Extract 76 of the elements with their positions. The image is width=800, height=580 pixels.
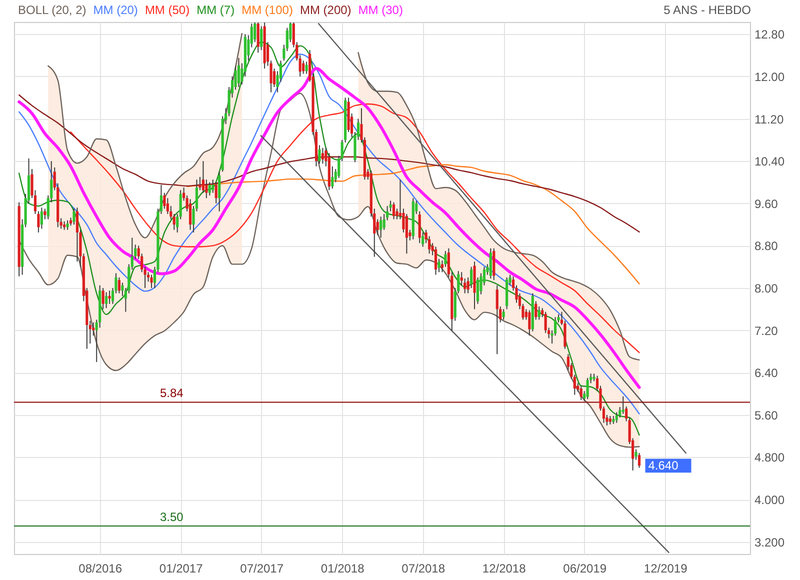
candlestick — [302, 60, 305, 74]
y-tick-label: 8.80 — [754, 239, 778, 254]
candlestick — [534, 300, 538, 320]
candlestick — [150, 274, 153, 288]
candlestick — [438, 258, 440, 273]
y-tick-label: 7.20 — [754, 324, 778, 338]
candlestick — [538, 306, 540, 320]
candlestick — [502, 308, 505, 320]
candlestick — [108, 290, 111, 304]
text: MM (20) — [93, 3, 138, 17]
x-tick-label: 06/2019 — [563, 562, 607, 576]
candlestick — [214, 182, 218, 204]
candlestick — [40, 207, 43, 230]
y-tick-label: 12.00 — [754, 70, 785, 84]
y-tick-label: 3.200 — [754, 535, 785, 550]
candlestick — [256, 22, 260, 54]
y-tick-label: 10.40 — [754, 154, 785, 169]
x-tick-label: 12/2018 — [482, 562, 526, 576]
candlestick — [102, 288, 104, 310]
candlestick — [118, 276, 121, 294]
text: MM (50) — [144, 3, 190, 17]
y-tick-label: 6.40 — [754, 366, 778, 380]
text: MM (7) — [196, 3, 235, 17]
candlestick — [528, 310, 531, 336]
x-tick-label: 08/2016 — [78, 562, 122, 576]
candlestick — [580, 385, 582, 401]
y-tick-label: 11.20 — [754, 112, 784, 126]
candlestick — [260, 26, 263, 51]
x-tick-label: 12/2019 — [644, 562, 688, 576]
candlestick — [218, 171, 221, 212]
candlestick — [392, 202, 396, 220]
text: MM (30) — [358, 3, 403, 17]
candlestick — [586, 377, 589, 400]
candlestick — [380, 216, 382, 238]
line-series — [186, 164, 640, 284]
y-tick-label: 8.00 — [754, 282, 778, 296]
candlestick — [489, 248, 492, 279]
candlestick — [212, 179, 214, 194]
candlestick — [237, 57, 240, 88]
y-tick-label: 9.60 — [754, 196, 778, 211]
ref-line-label: 5.84 — [160, 386, 184, 400]
candlestick — [305, 61, 308, 74]
line-series — [358, 52, 640, 361]
y-tick-label: 5.60 — [754, 408, 778, 422]
ref-line-label: 3.50 — [160, 510, 184, 524]
candlestick — [321, 147, 324, 164]
line-series — [18, 94, 640, 233]
line-series — [70, 103, 640, 354]
candlestick — [72, 208, 76, 226]
x-tick-label: 07/2018 — [402, 562, 446, 576]
candlestick — [37, 210, 40, 233]
annotation: 4.640 — [648, 458, 679, 473]
text: MM (200) — [300, 3, 352, 17]
candlestick — [638, 452, 641, 468]
candlestick — [188, 198, 192, 230]
candlestick — [496, 284, 498, 355]
line-series — [18, 92, 640, 448]
chart-subtitle: 5 ANS - HEBDO — [664, 3, 751, 17]
text: BOLL (20, 2) — [18, 3, 86, 17]
x-tick-label: 01/2018 — [320, 562, 365, 576]
text: MM (100) — [242, 3, 293, 17]
y-tick-label: 4.800 — [754, 450, 785, 465]
y-tick-label: 4.000 — [754, 493, 785, 508]
candlestick — [104, 292, 108, 309]
candlestick — [44, 208, 46, 220]
line-series — [48, 33, 243, 238]
x-tick-label: 01/2017 — [159, 562, 204, 576]
candlestick — [331, 166, 334, 190]
candlestick — [208, 182, 211, 196]
candlestick — [622, 396, 624, 414]
y-tick-label: 12.80 — [754, 28, 785, 42]
candlestick — [66, 220, 69, 230]
x-tick-label: 07/2017 — [240, 562, 284, 576]
candlestick — [418, 210, 421, 244]
candlestick — [318, 144, 321, 164]
candlestick — [434, 246, 438, 276]
